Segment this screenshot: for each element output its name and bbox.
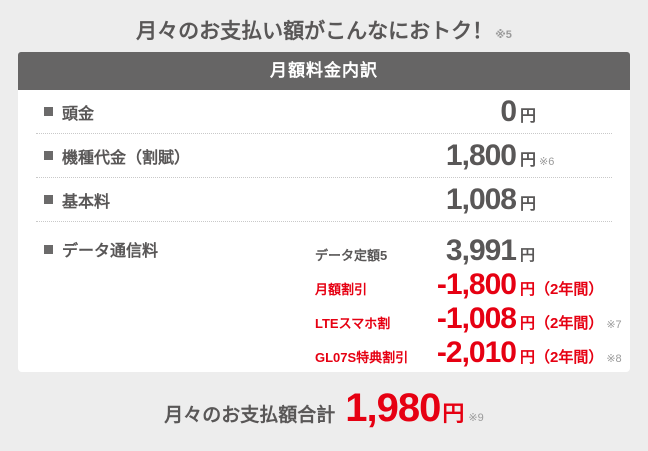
row-value-area: 1,800 円 ※6	[315, 139, 612, 173]
sub-row-lte-smartphone-discount: LTEスマホ割 -1,008 円（2年間） ※7	[315, 298, 622, 335]
sub-row-label: データ定額5	[315, 248, 388, 263]
row-unit-group: 円	[516, 190, 612, 214]
sub-row-note: ※7	[606, 319, 622, 331]
row-label-group: データ通信料	[36, 237, 315, 261]
row-unit-group: 円 ※6	[516, 146, 612, 170]
bullet-square-icon	[44, 151, 53, 160]
row-label-group: 頭金	[36, 100, 315, 124]
card-header-title: 月額料金内訳	[18, 52, 630, 90]
summary-value: 1,980	[345, 386, 441, 430]
bullet-square-icon	[44, 195, 53, 204]
sub-row-unit: 円（2年間）	[520, 281, 604, 298]
sub-row-gl07s-special-discount: GL07S特典割引 -2,010 円（2年間） ※8	[315, 332, 622, 369]
summary-unit: 円	[442, 401, 465, 426]
price-breakdown-card: 月額料金内訳 頭金 0 円 機種代金（割賦） 1,800 円 ※6	[18, 52, 630, 372]
bullet-square-icon	[44, 107, 53, 116]
table-row-device-installment: 機種代金（割賦） 1,800 円 ※6	[36, 134, 612, 178]
sub-row-unit-group: 円（2年間） ※7	[516, 312, 622, 333]
row-unit: 円	[520, 107, 537, 125]
row-unit: 円	[520, 195, 537, 213]
sub-row-unit-group: 円（2年間） ※8	[516, 346, 622, 367]
sub-row-unit-group: 円	[516, 244, 612, 265]
table-row-base-fee: 基本料 1,008 円	[36, 178, 612, 222]
row-unit: 円	[520, 151, 537, 169]
sub-row-unit-group: 円（2年間）	[516, 278, 612, 299]
row-value-area: 1,008 円	[315, 183, 612, 217]
monthly-total-summary: 月々のお支払額合計 1,980 円 ※9	[0, 386, 648, 431]
page-title: 月々のお支払い額がこんなにおトク！ ※5	[0, 0, 648, 45]
card-body: 頭金 0 円 機種代金（割賦） 1,800 円 ※6 基本料 1,00	[18, 90, 630, 372]
data-fee-sub-rows: データ定額5 3,991 円 月額割引 -1,800 円（2年間） LTEスマホ…	[315, 230, 622, 369]
sub-row-unit: 円（2年間）	[520, 315, 604, 332]
sub-row-unit: 円（2年間）	[520, 349, 604, 366]
row-label: 機種代金（割賦）	[62, 149, 191, 167]
row-value-area: 0 円	[315, 95, 612, 129]
sub-row-label: GL07S特典割引	[315, 350, 409, 365]
sub-row-value: -1,008	[436, 302, 517, 335]
sub-row-unit: 円	[520, 247, 536, 264]
row-value: 0	[500, 94, 517, 128]
row-label-group: 基本料	[36, 188, 315, 212]
sub-row-label: LTEスマホ割	[315, 316, 391, 331]
sub-row-data-plan: データ定額5 3,991 円	[315, 230, 612, 267]
sub-row-note: ※8	[606, 353, 622, 365]
page-title-note: ※5	[495, 29, 512, 41]
summary-note: ※9	[468, 412, 484, 424]
row-label: 基本料	[62, 193, 111, 211]
row-note: ※6	[539, 155, 555, 168]
sub-row-monthly-discount: 月額割引 -1,800 円（2年間）	[315, 264, 612, 301]
row-value: 1,008	[445, 182, 517, 216]
sub-row-label: 月額割引	[315, 282, 368, 297]
table-row-deposit: 頭金 0 円	[36, 90, 612, 134]
row-label: 頭金	[62, 105, 95, 123]
page-title-text: 月々のお支払い額がこんなにおトク！	[136, 20, 494, 43]
bullet-square-icon	[44, 244, 53, 254]
row-unit-group: 円	[516, 102, 612, 126]
sub-row-value: -2,010	[436, 336, 517, 369]
row-label: データ通信料	[62, 243, 159, 260]
sub-row-value: -1,800	[436, 268, 517, 301]
summary-label: 月々のお支払額合計	[164, 405, 336, 426]
sub-row-value: 3,991	[445, 234, 517, 267]
row-value: 1,800	[445, 138, 517, 172]
row-label-group: 機種代金（割賦）	[36, 144, 315, 168]
table-row-data-fee: データ通信料 データ定額5 3,991 円 月額割引 -1,800 円（2年間）…	[36, 222, 622, 372]
